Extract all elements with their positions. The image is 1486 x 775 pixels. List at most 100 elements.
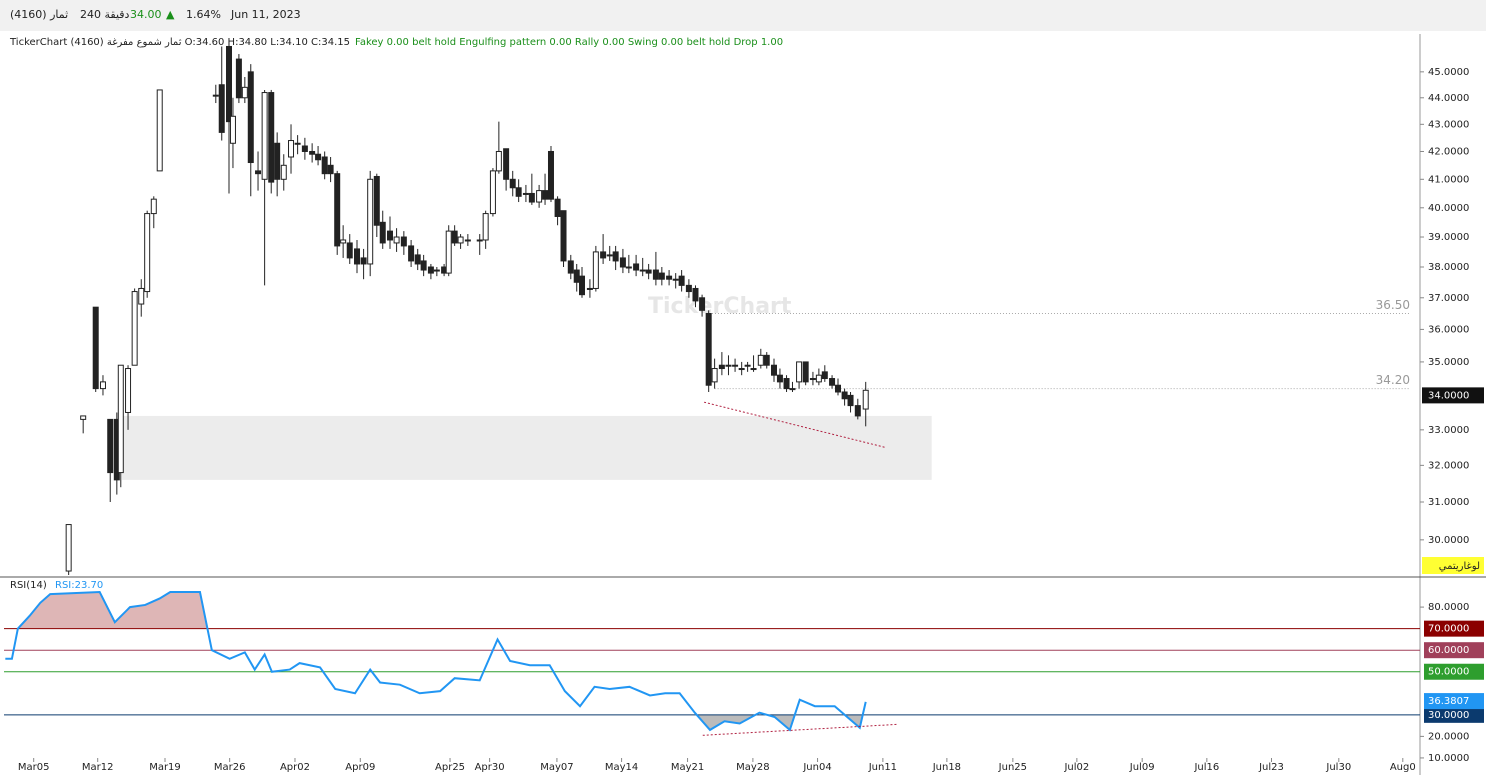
y-tick-label: 42.0000 xyxy=(1428,146,1469,157)
candle-body xyxy=(776,374,783,383)
candle-body xyxy=(509,178,516,189)
rsi-value: RSI:23.70 xyxy=(55,580,103,591)
candle-body xyxy=(464,239,471,242)
candle-body xyxy=(309,150,316,155)
candle-body xyxy=(218,84,225,133)
candle-body xyxy=(414,254,421,265)
x-tick-label: Jun11 xyxy=(868,762,897,773)
candle-body xyxy=(315,153,322,161)
level-label: 36.50 xyxy=(1376,298,1410,312)
candle-body xyxy=(445,230,452,274)
rsi-level-box xyxy=(1424,663,1484,680)
candle-body xyxy=(294,142,301,145)
rsi-last-box xyxy=(1424,693,1484,710)
candle-body xyxy=(327,164,334,175)
x-tick-label: May07 xyxy=(540,762,573,773)
candle-body xyxy=(554,198,561,217)
rsi-y-tick-label: 80.0000 xyxy=(1428,602,1469,613)
x-tick-label: May28 xyxy=(736,762,769,773)
candle-body xyxy=(482,213,489,241)
candle-body xyxy=(280,164,287,180)
y-tick-label: 45.0000 xyxy=(1428,67,1469,78)
candle-body xyxy=(625,266,632,269)
candle-body xyxy=(829,378,836,386)
candle-body xyxy=(592,251,599,289)
y-tick-label: 36.0000 xyxy=(1428,324,1469,335)
candle-body xyxy=(750,368,757,371)
candle-body xyxy=(457,236,464,244)
x-tick-label: Jul02 xyxy=(1063,762,1089,773)
y-tick-label: 30.0000 xyxy=(1428,535,1469,546)
arrow: ▲ xyxy=(166,8,175,21)
trendline xyxy=(703,401,886,448)
candle-body xyxy=(495,150,502,172)
x-tick-label: Jul30 xyxy=(1325,762,1351,773)
x-tick-label: Jul09 xyxy=(1129,762,1155,773)
candle-body xyxy=(578,275,585,296)
candle-body xyxy=(854,405,861,417)
rsi-y-tick-label: 20.0000 xyxy=(1428,731,1469,742)
candle-body xyxy=(757,354,764,366)
candle-body xyxy=(600,251,607,259)
candle-body xyxy=(117,364,124,474)
candle-body xyxy=(476,239,483,242)
candle-body xyxy=(692,287,699,302)
candle-body xyxy=(131,291,138,366)
scale-box[interactable] xyxy=(1422,557,1484,574)
candle-body xyxy=(862,389,869,410)
candle-body xyxy=(542,190,549,200)
rsi-title: RSI(14) xyxy=(10,580,47,591)
x-tick-label: Mar05 xyxy=(18,762,50,773)
candle-body xyxy=(268,92,275,183)
candle-body xyxy=(522,192,529,195)
x-tick-label: Aug0 xyxy=(1390,762,1416,773)
y-tick-label: 35.0000 xyxy=(1428,357,1469,368)
x-tick-label: Apr30 xyxy=(475,762,505,773)
candle-body xyxy=(699,297,706,311)
candle-body xyxy=(247,71,254,164)
y-tick-label: 40.0000 xyxy=(1428,203,1469,214)
candle-body xyxy=(744,364,751,367)
rsi-level-label: 60.0000 xyxy=(1428,645,1469,656)
candle-body xyxy=(150,198,157,215)
candle-body xyxy=(678,275,685,286)
candle-body xyxy=(547,150,554,200)
candle-body xyxy=(672,278,679,281)
candle-body xyxy=(379,221,386,244)
candle-body xyxy=(567,260,574,274)
x-tick-label: May14 xyxy=(605,762,638,773)
candle-body xyxy=(771,364,778,376)
candle-body xyxy=(229,115,236,144)
candle-body xyxy=(99,381,106,390)
candle-body xyxy=(107,418,114,474)
rsi-level-box xyxy=(1424,642,1484,659)
x-tick-label: Jun18 xyxy=(932,762,961,773)
candle-body xyxy=(685,284,692,293)
candle-body xyxy=(515,187,522,197)
candle-body xyxy=(645,269,652,274)
candle-body xyxy=(633,263,640,271)
candle-body xyxy=(763,354,770,366)
zone xyxy=(122,415,932,480)
scale-label[interactable]: لوغاريتمي xyxy=(1439,561,1480,572)
rsi-y-tick-label: 10.0000 xyxy=(1428,753,1469,764)
candle-body xyxy=(373,175,380,226)
x-tick-label: Jul16 xyxy=(1193,762,1219,773)
symbol: ثمار (4160) xyxy=(10,8,68,21)
rsi-oversold-area xyxy=(5,714,866,730)
rsi-level-label: 70.0000 xyxy=(1428,624,1469,635)
candle-body xyxy=(560,210,567,262)
candle-body xyxy=(340,239,347,244)
y-tick-label: 37.0000 xyxy=(1428,293,1469,304)
candle-body xyxy=(528,192,535,203)
candle-body xyxy=(334,173,341,247)
rsi-overbought-area xyxy=(5,592,866,629)
rsi-level-box xyxy=(1424,620,1484,637)
candle-body xyxy=(802,361,809,383)
y-tick-label: 39.0000 xyxy=(1428,232,1469,243)
x-tick-label: Apr09 xyxy=(345,762,375,773)
rsi-level-label: 30.0000 xyxy=(1428,710,1469,721)
candle-body xyxy=(815,374,822,383)
